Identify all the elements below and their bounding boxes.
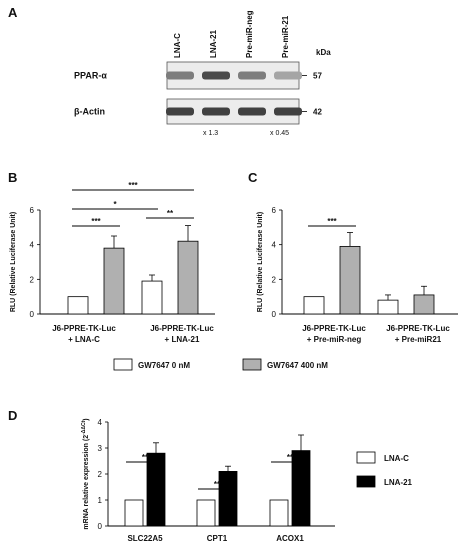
legend-swatch-gw7647-400 — [242, 358, 262, 371]
legend-swatch-lna-c — [356, 451, 376, 464]
category-label-d-2: ACOX1 — [276, 534, 304, 543]
group-label-c-0-0: J6-PPRE-TK-Luc — [302, 324, 366, 333]
legend-label-lna-c: LNA-C — [384, 454, 409, 463]
y-tick-label: 6 — [30, 206, 35, 215]
band-2-lane-2 — [202, 107, 230, 116]
bar-1-0 — [377, 299, 399, 315]
band-name-2: β-Actin — [74, 107, 105, 117]
y-axis-label: mRNA relative expression (2-ΔΔCt) — [81, 418, 90, 529]
y-tick-label: 1 — [98, 496, 103, 505]
bar-0-1 — [146, 452, 166, 527]
band-2-lane-4 — [274, 107, 302, 116]
fold-change-pre-mir-21: x 0.45 — [270, 130, 289, 137]
category-label-d-0: SLC22A5 — [127, 534, 163, 543]
band-2-lane-1 — [166, 107, 194, 116]
y-tick-label: 0 — [30, 310, 35, 319]
bar-0-0 — [67, 296, 89, 315]
sig-b-2-label: * — [113, 200, 117, 209]
category-label-d-1: CPT1 — [207, 534, 228, 543]
sig-d-3-label: ** — [287, 453, 294, 462]
bar-1-0 — [196, 499, 216, 527]
band-1-lane-2 — [202, 71, 230, 80]
legend-swatch-lna-21 — [356, 475, 376, 488]
band-1-lane-1 — [166, 71, 194, 80]
group-label-b-1-0: J6-PPRE-TK-Luc — [150, 324, 214, 333]
bar-2-0 — [269, 499, 289, 527]
band-1-lane-4 — [274, 71, 302, 80]
group-label-b-0-0: J6-PPRE-TK-Luc — [52, 324, 116, 333]
sig-d-1-label: ** — [142, 453, 149, 462]
group-label-b-0-1: + LNA-C — [68, 335, 100, 344]
sig-c-1-label: *** — [327, 217, 337, 226]
y-axis-label: RLU (Relative Luciferase Unit) — [10, 212, 17, 312]
y-tick-label: 6 — [272, 206, 277, 215]
y-tick-label: 2 — [272, 275, 277, 284]
kda-label: kDa — [316, 48, 331, 57]
y-tick-label: 4 — [98, 418, 103, 427]
bar-0-0 — [124, 499, 144, 527]
panel-a: A LNA-C LNA-21 Pre-miR-neg Pre-miR-21 kDa P… — [8, 5, 331, 137]
lane-label-1: LNA-C — [173, 33, 182, 58]
band-2-lane-3 — [238, 107, 266, 116]
kda-value-2: 42 — [313, 108, 322, 117]
y-tick-label: 2 — [98, 470, 103, 479]
y-tick-label: 0 — [98, 522, 103, 531]
kda-value-1: 57 — [313, 72, 322, 81]
sig-b-3-label: ** — [167, 209, 174, 218]
legend-label-gw7647-400: GW7647 400 nM — [267, 361, 328, 370]
legend-swatch-gw7647-0 — [113, 358, 133, 371]
group-label-b-1-1: + LNA-21 — [165, 335, 200, 344]
bar-1-1 — [218, 470, 238, 527]
band-1-lane-3 — [238, 71, 266, 80]
lane-labels: LNA-C LNA-21 Pre-miR-neg Pre-miR-21 — [173, 10, 290, 58]
legend-d: LNA-C LNA-21 — [356, 451, 413, 488]
legend-label-lna-21: LNA-21 — [384, 478, 413, 487]
lane-label-4: Pre-miR-21 — [281, 15, 290, 58]
y-tick-label: 0 — [272, 310, 277, 319]
legend-bc: GW7647 0 nM GW7647 400 nM — [113, 358, 328, 371]
legend-label-gw7647-0: GW7647 0 nM — [138, 361, 190, 370]
y-tick-label: 3 — [98, 444, 103, 453]
bar-1-0 — [141, 280, 163, 315]
western-blots: PPAR-α 57 β-Actin 42 — [74, 61, 322, 125]
chart-d: 0 1 2 3 4 mRNA relative expression (2-ΔΔCt) **… — [81, 418, 335, 543]
lane-label-2: LNA-21 — [209, 29, 218, 58]
fold-change-lna-21: x 1.3 — [203, 130, 218, 137]
y-tick-label: 4 — [272, 241, 277, 250]
lane-label-3: Pre-miR-neg — [245, 10, 254, 58]
sig-d-2-label: ** — [214, 480, 221, 489]
bar-0-0 — [303, 296, 325, 315]
group-label-c-0-1: + Pre-miR-neg — [307, 335, 362, 344]
bar-1-1 — [177, 240, 199, 315]
y-tick-label: 4 — [30, 241, 35, 250]
panel-d-letter: D — [8, 408, 17, 423]
group-label-c-1-0: J6-PPRE-TK-Luc — [386, 324, 450, 333]
y-axis-label: RLU (Relative Luciferase Unit) — [257, 212, 264, 312]
panel-a-letter: A — [8, 5, 18, 20]
panel-b-letter: B — [8, 170, 17, 185]
bar-0-1 — [103, 247, 125, 315]
group-label-c-1-1: + Pre-miR21 — [395, 335, 442, 344]
band-name-1: PPAR-α — [74, 71, 107, 81]
panel-c-letter: C — [248, 170, 258, 185]
bar-1-1 — [413, 294, 435, 315]
chart-c: 0 2 4 6 RLU (Relative Luciferase Unit) *** J6-… — [257, 206, 458, 344]
bar-0-1 — [339, 245, 361, 315]
sig-b-1-label: *** — [91, 217, 101, 226]
y-tick-label: 2 — [30, 275, 35, 284]
sig-b-4-label: *** — [128, 181, 138, 190]
